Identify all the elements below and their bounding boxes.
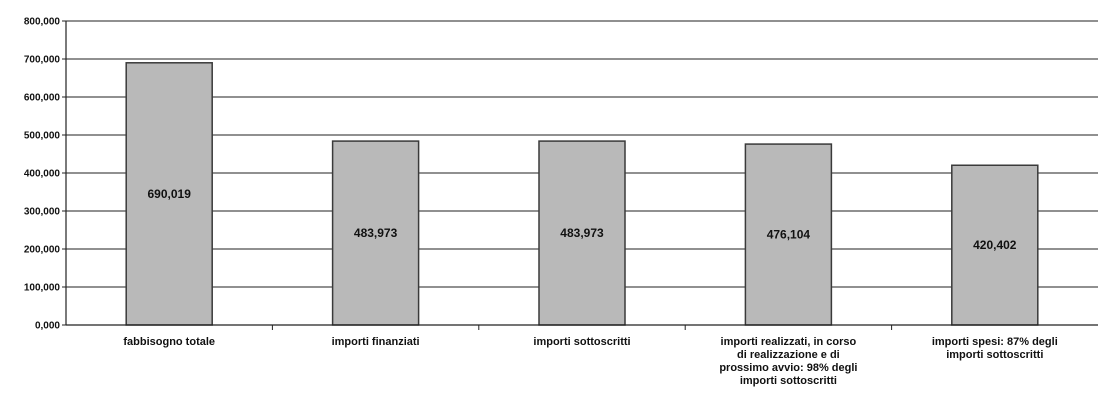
category-label: importi realizzati, in corso xyxy=(721,336,857,348)
data-label: 483,973 xyxy=(560,226,604,240)
category-labels: fabbisogno totale importi finanziati impor… xyxy=(123,336,1057,387)
y-tick-label: 700,000 xyxy=(24,55,61,66)
category-label: di realizzazione e di xyxy=(737,349,840,361)
bar xyxy=(538,140,626,326)
data-label: 476,104 xyxy=(767,228,811,242)
bar xyxy=(951,164,1039,326)
y-tick-label: 0,000 xyxy=(35,321,60,332)
category-label: importi sottoscritti xyxy=(533,336,630,348)
bars xyxy=(125,62,1039,326)
data-label: 690,019 xyxy=(148,187,192,201)
bar xyxy=(331,140,420,326)
y-tick-label: 100,000 xyxy=(24,283,61,294)
y-tick-label: 200,000 xyxy=(24,245,61,256)
y-tick-label: 400,000 xyxy=(24,169,61,180)
y-tick-label: 300,000 xyxy=(24,207,61,218)
data-label: 483,973 xyxy=(354,226,398,240)
category-label: fabbisogno totale xyxy=(123,336,215,348)
axes xyxy=(62,20,1098,330)
data-labels: 690,019 483,973 483,973 476,104 420,402 xyxy=(148,187,1017,252)
data-label: 420,402 xyxy=(973,238,1017,252)
bar xyxy=(125,62,213,326)
category-label: importi spesi: 87% degli xyxy=(932,336,1058,348)
y-tick-labels: 0,000 100,000 200,000 300,000 400,000 500,000… xyxy=(24,17,61,332)
category-label: importi sottoscritti xyxy=(740,375,837,387)
category-label: importi finanziati xyxy=(332,336,420,348)
y-tick-label: 600,000 xyxy=(24,93,61,104)
bar xyxy=(744,143,833,326)
category-label: importi sottoscritti xyxy=(946,349,1043,361)
category-label: prossimo avvio: 98% degli xyxy=(719,362,857,374)
y-tick-label: 500,000 xyxy=(24,131,61,142)
y-tick-label: 800,000 xyxy=(24,17,61,28)
